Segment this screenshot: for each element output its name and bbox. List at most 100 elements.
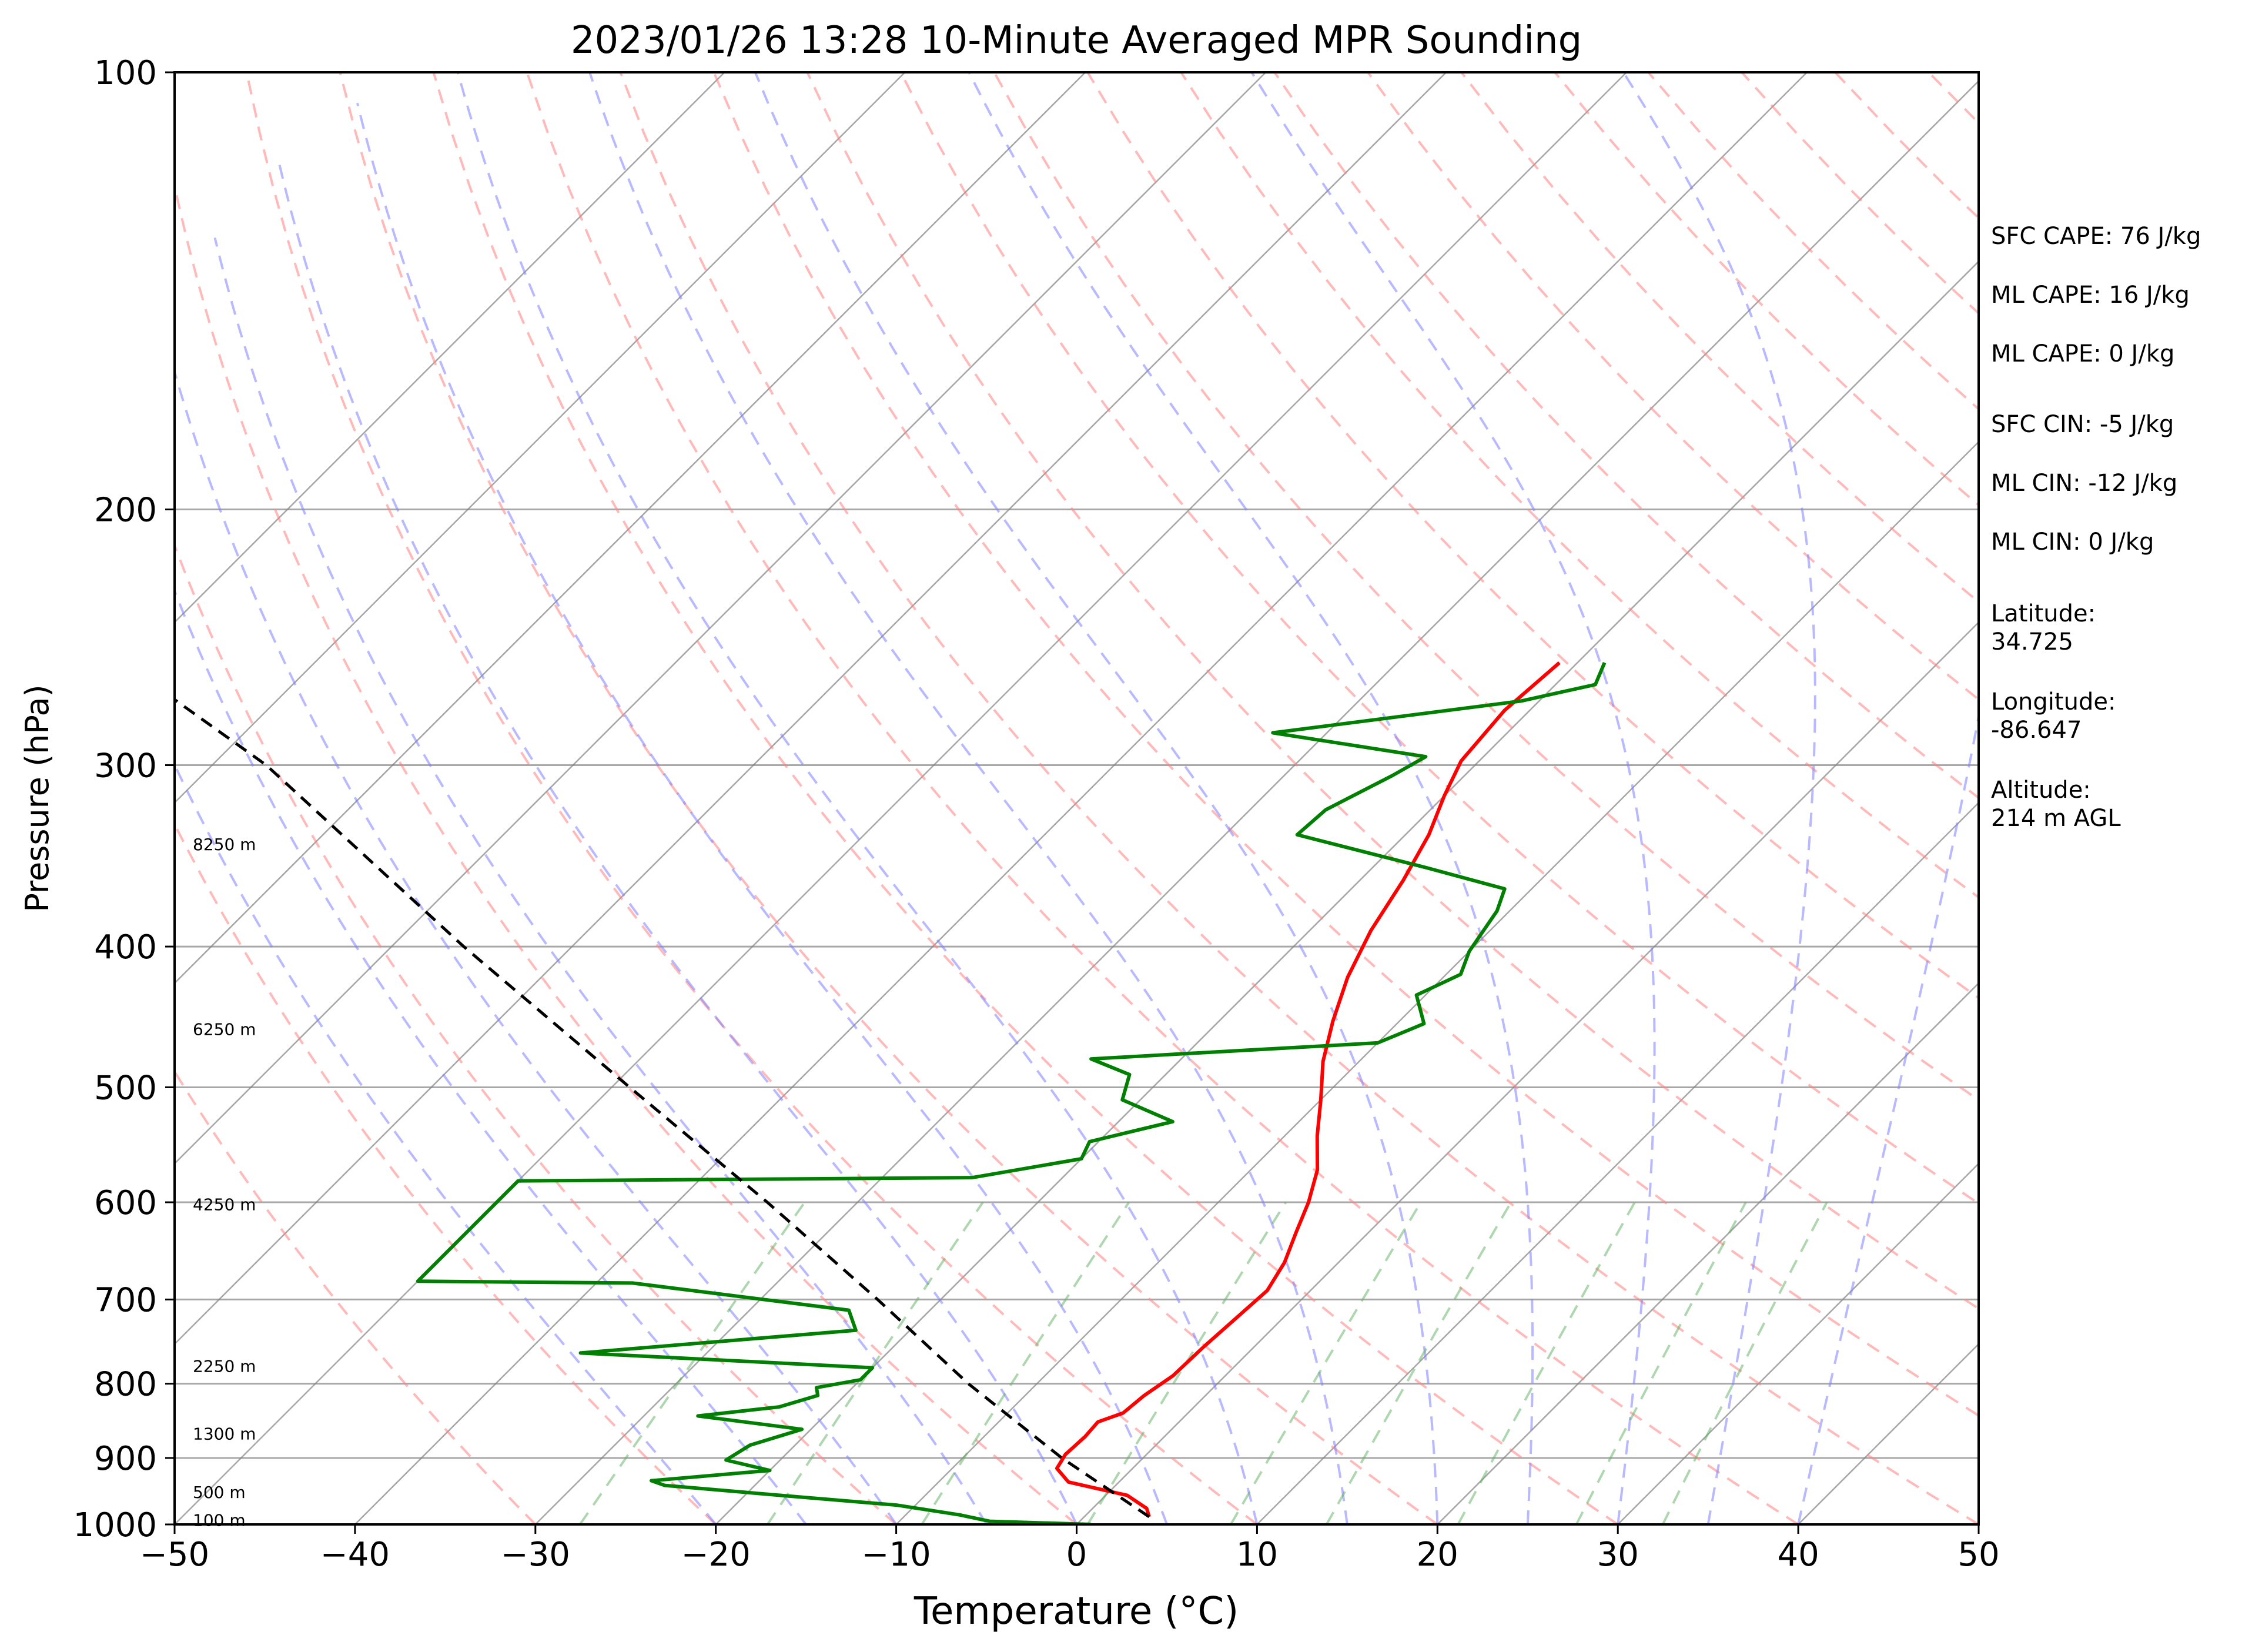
moist-adiabat-line [456,72,1259,1524]
moist-adiabat-line [213,237,988,1524]
sounding-profile-line [175,697,1150,1519]
y-tick-label: 800 [94,1366,157,1404]
x-tick-label: −10 [862,1536,931,1574]
isotherm-line [175,72,906,804]
y-tick-label: 400 [94,928,157,967]
moist-adiabat-line [968,72,1534,1524]
sfc-cin-text: SFC CIN: -5 J/kg [1991,411,2174,438]
dry-adiabat-line [175,180,1078,1524]
isotherm-line [534,80,1979,1524]
moist-adiabat-line [175,762,717,1524]
y-tick-label: 200 [94,491,157,530]
x-tick-label: −20 [681,1536,751,1574]
isotherm-line [175,72,1267,1165]
side-info-panel: SFC CAPE: 76 J/kg ML CAPE: 16 J/kg ML CA… [1991,223,2201,832]
mixing-ratio-line [1230,1201,1422,1524]
isotherm-line [1437,982,1979,1524]
moist-adiabat-line [1250,72,1656,1524]
dry-adiabat-line [245,72,1258,1524]
x-tick-label: −40 [320,1536,390,1574]
y-axis-ticks: 1000 900 800 700 600 500 400 300 200 100 [73,54,175,1544]
sfc-cape-text: SFC CAPE: 76 J/kg [1991,223,2201,250]
mixing-ratio-line [1575,1202,1747,1524]
x-tick-label: 30 [1597,1536,1639,1574]
isotherm-line [1256,801,1979,1524]
dry-adiabat-line [1273,72,1979,800]
y-tick-label: 100 [94,54,157,92]
dry-adiabat-line [526,72,1799,1524]
sounding-profile-line [416,662,1607,1524]
height-label: 100 m [193,1511,246,1530]
background-lines [175,72,2242,1524]
moist-adiabat-line [1797,710,1979,1524]
x-tick-label: −30 [501,1536,570,1574]
y-tick-label: 1000 [73,1506,157,1544]
isotherm-line [175,72,1447,1345]
chart-title: 2023/01/26 13:28 10-Minute Averaged MPR … [571,19,1582,62]
dry-adiabat-line [175,821,717,1524]
dry-adiabat-line [432,72,1619,1524]
height-label: 6250 m [193,1020,256,1039]
altitude-label: Altitude: [1991,777,2091,804]
longitude-label: Longitude: [1991,688,2116,715]
ml-cin-text-2: ML CIN: 0 J/kg [1991,529,2154,556]
moist-adiabat-line [588,72,1348,1524]
mixing-ratio-line [1086,1201,1287,1524]
height-label: 8250 m [193,835,256,854]
dry-adiabat-line [339,72,1438,1524]
y-tick-label: 700 [94,1281,157,1319]
isotherm-line [175,72,725,624]
y-tick-label: 500 [94,1069,157,1107]
mixing-ratio-line [767,1201,984,1524]
moist-adiabat-line [356,102,1168,1524]
latitude-value: 34.725 [1991,628,2073,656]
mixing-ratio-line [1325,1201,1512,1524]
sounding-profiles [175,661,1607,1524]
moist-adiabat-line [175,367,898,1524]
dry-adiabat-line [175,1069,537,1524]
dry-adiabat-line [1367,72,1979,701]
x-tick-label: −50 [140,1536,209,1574]
height-labels: 100 m 500 m 1300 m 2250 m 4250 m 6250 m 8250 m [193,835,256,1530]
ml-cin-text: ML CIN: -12 J/kg [1991,470,2177,497]
dry-adiabat-line [175,542,897,1524]
isotherm-line [1076,621,1979,1524]
moist-adiabat-line [175,587,807,1524]
height-label: 2250 m [193,1357,256,1376]
ml-cape-text-2: ML CAPE: 0 J/kg [1991,340,2174,367]
x-tick-label: 20 [1417,1536,1458,1574]
moist-adiabat-line [754,72,1439,1524]
y-tick-label: 300 [94,747,157,785]
altitude-value: 214 m AGL [1991,805,2121,832]
latitude-label: Latitude: [1991,600,2096,627]
mixing-ratio-line [1457,1202,1636,1524]
dry-adiabat-line [899,72,1979,1205]
dry-adiabat-line [712,72,1979,1417]
longitude-value: -86.647 [1991,717,2082,744]
dry-adiabat-line [619,72,1979,1524]
y-tick-label: 900 [94,1440,157,1478]
isotherm-line [175,72,1086,985]
height-label: 4250 m [193,1195,256,1215]
mixing-ratio-line [1661,1202,1828,1524]
ml-cape-text: ML CAPE: 16 J/kg [1991,282,2190,309]
x-tick-label: 50 [1957,1536,1999,1574]
moist-adiabat-line [1622,72,1816,1524]
isotherm-line [175,72,1627,1524]
x-tick-label: 10 [1236,1536,1278,1574]
y-tick-label: 600 [94,1184,157,1222]
mixing-ratio-line [578,1201,806,1524]
y-axis-label: Pressure (hPa) [19,684,56,912]
dry-adiabat-line [2209,72,2242,1524]
plot-frame [173,71,1980,1526]
height-label: 1300 m [193,1424,256,1444]
x-tick-label: 0 [1066,1536,1087,1574]
moist-adiabat-line [277,160,1078,1524]
sounding-profile-line [1055,661,1561,1517]
x-axis-ticks: −50 −40 −30 −20 −10 0 10 20 30 40 50 [140,1524,2000,1574]
mixing-ratio-line [921,1201,1130,1524]
isotherm-line [895,440,1979,1524]
x-tick-label: 40 [1777,1536,1819,1574]
isotherm-line [1617,1162,1979,1524]
